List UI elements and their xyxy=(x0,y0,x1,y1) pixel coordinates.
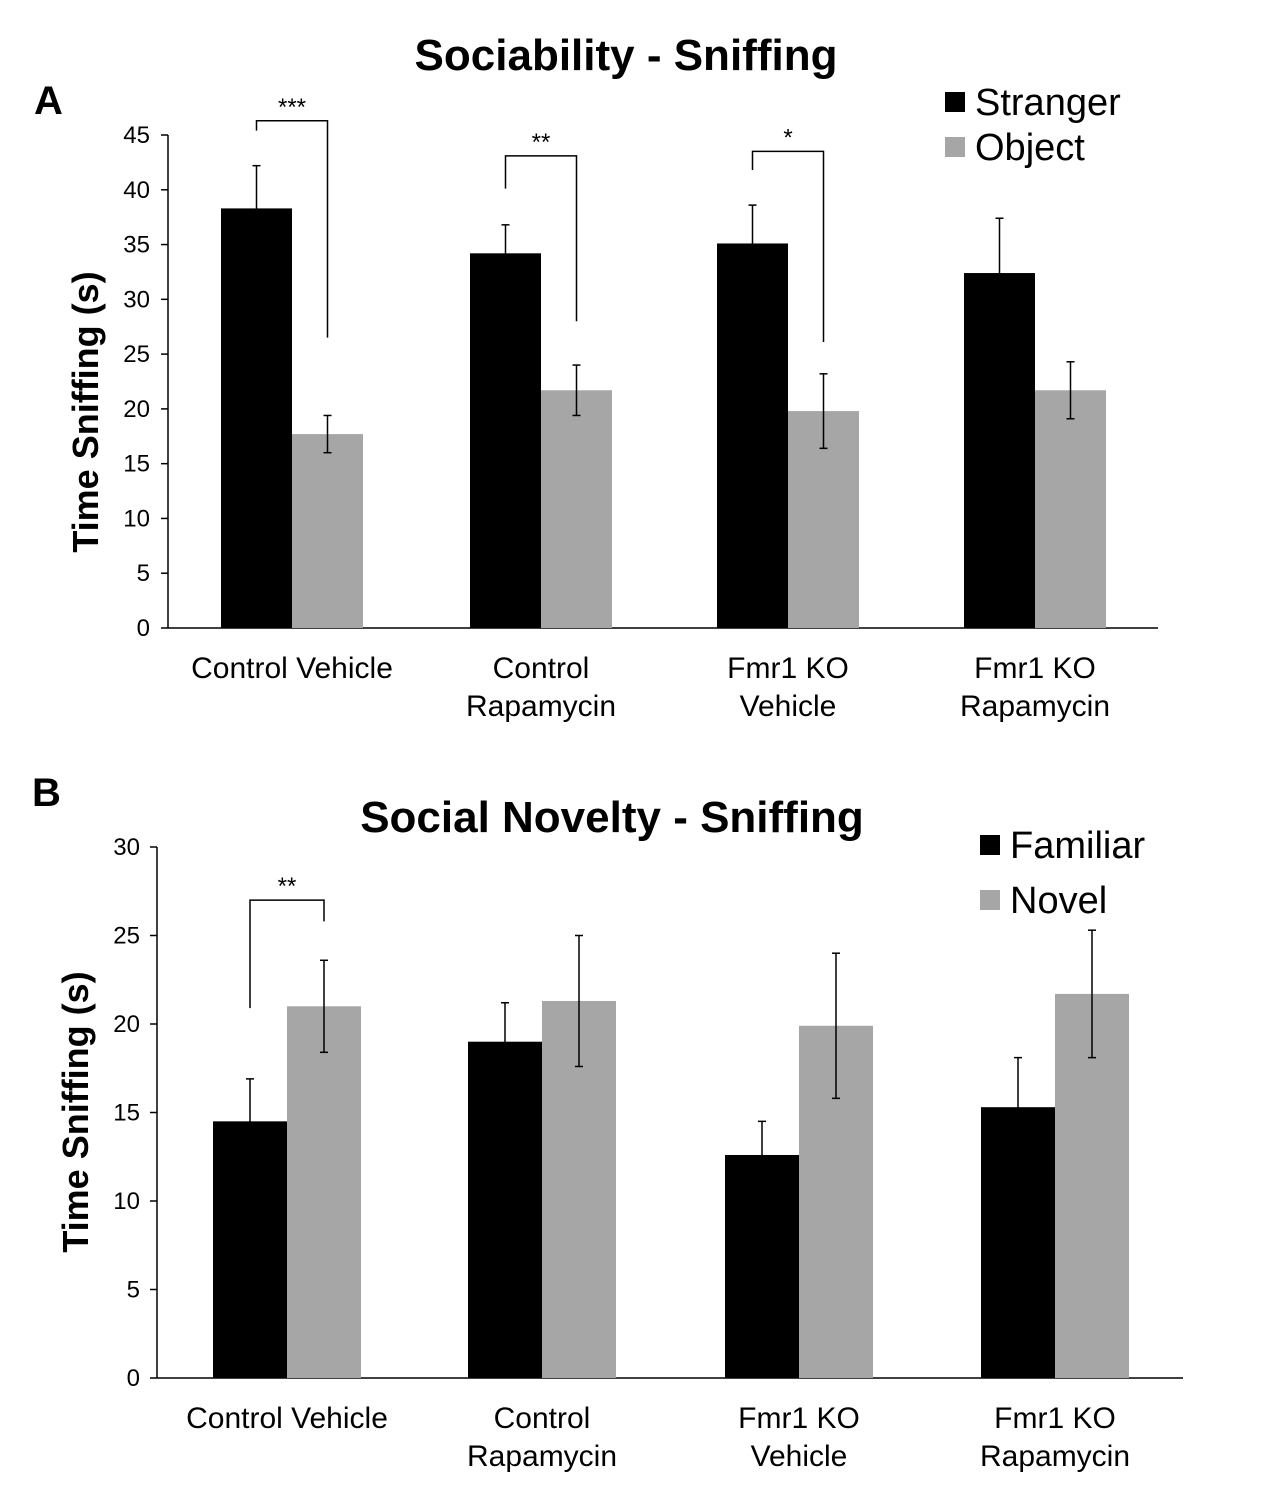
chart-b-ytick-label: 20 xyxy=(113,1011,140,1038)
chart-a-sig-label: ** xyxy=(532,129,551,156)
chart-b-sig-bracket xyxy=(249,899,325,1009)
panel-a-label: A xyxy=(34,79,63,123)
chart-a-ytick-label: 15 xyxy=(123,451,150,478)
chart-a-ytick-label: 40 xyxy=(123,177,150,204)
chart-b-title: Social Novelty - Sniffing xyxy=(360,793,864,842)
chart-b-category-label: Rapamycin xyxy=(467,1440,617,1473)
chart-a-category-label: Rapamycin xyxy=(960,690,1110,723)
chart-b-ytick-label: 10 xyxy=(113,1188,140,1215)
chart-b-bar-novel-1 xyxy=(287,1006,361,1378)
chart-a-bar-stranger-4 xyxy=(964,273,1035,628)
legend-b-label-novel: Novel xyxy=(1010,880,1107,922)
chart-a-ytick-label: 45 xyxy=(123,122,150,149)
chart-a-bar-object-4 xyxy=(1035,390,1106,628)
chart-a-sig-label: * xyxy=(783,124,792,151)
chart-a-ytick-label: 0 xyxy=(137,615,150,642)
chart-b-category-label: Rapamycin xyxy=(980,1440,1130,1473)
chart-b-plot: 0 5 10 15 20 25 30 Control Vehicle Control Rapamy… xyxy=(113,834,1183,1473)
chart-a-sig-bracket xyxy=(255,120,329,338)
chart-a-plot: 0 5 10 15 20 25 30 35 40 45 Control Vehicle Control… xyxy=(123,94,1158,723)
chart-a-ytick-label: 30 xyxy=(123,286,150,313)
chart-a-category-label: Control xyxy=(493,652,590,685)
chart-a-sig-bracket xyxy=(504,155,578,322)
panel-b-label: B xyxy=(32,771,61,815)
chart-b-ytick-label: 5 xyxy=(127,1277,140,1304)
chart-b-category-label: Control xyxy=(494,1402,591,1435)
legend-a-swatch-object xyxy=(945,137,965,157)
chart-b-category-label: Vehicle xyxy=(751,1440,848,1473)
chart-a-title: Sociability - Sniffing xyxy=(415,31,838,80)
chart-a-ytick-label: 5 xyxy=(137,560,150,587)
chart-a-ytick-label: 35 xyxy=(123,232,150,259)
legend-b-label-familiar: Familiar xyxy=(1010,825,1145,867)
chart-a-category-label: Fmr1 KO xyxy=(727,652,849,685)
chart-a-ytick-label: 20 xyxy=(123,396,150,423)
chart-b-category-label: Fmr1 KO xyxy=(994,1402,1116,1435)
chart-b-ytick-label: 25 xyxy=(113,923,140,950)
chart-a-category-label: Rapamycin xyxy=(466,690,616,723)
chart-b-bar-familiar-3 xyxy=(725,1154,799,1378)
chart-b-bar-familiar-2 xyxy=(468,1041,542,1378)
chart-a-ytick-label: 25 xyxy=(123,341,150,368)
chart-b-category-label: Control Vehicle xyxy=(186,1402,388,1435)
chart-a-bar-object-1 xyxy=(292,434,363,628)
chart-a-bar-stranger-1 xyxy=(221,208,292,628)
chart-a-bar-stranger-2 xyxy=(470,253,541,628)
legend-a-swatch-stranger xyxy=(945,92,965,112)
chart-b-ylabel: Time Sniffing (s) xyxy=(55,971,96,1252)
chart-b-ytick-label: 30 xyxy=(113,834,140,861)
chart-b-ytick-label: 15 xyxy=(113,1100,140,1127)
legend-b-swatch-familiar xyxy=(980,835,1000,855)
chart-a-ylabel: Time Sniffing (s) xyxy=(65,271,106,552)
chart-a-category-label: Control Vehicle xyxy=(191,652,393,685)
chart-b-category-label: Fmr1 KO xyxy=(738,1402,860,1435)
chart-a-sig-label: *** xyxy=(278,94,306,121)
chart-a-ytick-label: 10 xyxy=(123,505,150,532)
chart-a-category-label: Vehicle xyxy=(740,690,837,723)
chart-a-sig-bracket xyxy=(751,150,825,343)
legend-b-swatch-novel xyxy=(980,890,1000,910)
chart-a-bar-stranger-3 xyxy=(717,243,788,628)
chart-b-ytick-label: 0 xyxy=(127,1365,140,1392)
chart-a-category-label: Fmr1 KO xyxy=(974,652,1096,685)
chart-b-sig-label: ** xyxy=(278,873,297,900)
legend-a-label-object: Object xyxy=(975,127,1085,169)
chart-a-bar-object-2 xyxy=(541,390,612,628)
legend-a-label-stranger: Stranger xyxy=(975,82,1121,124)
